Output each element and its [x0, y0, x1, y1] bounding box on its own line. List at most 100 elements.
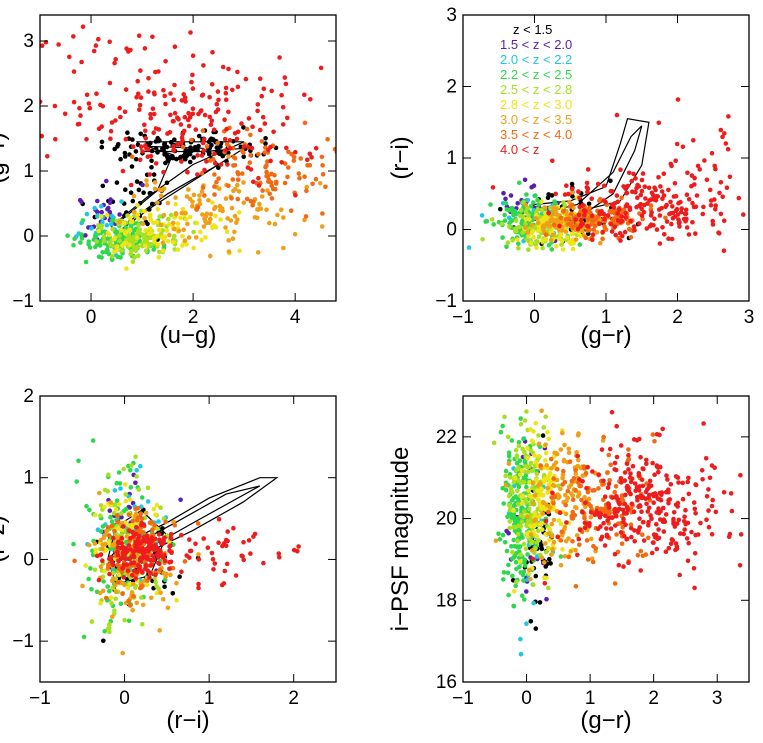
- scatter-point: [670, 215, 676, 221]
- scatter-point: [547, 471, 553, 476]
- scatter-point: [86, 576, 91, 582]
- scatter-point: [178, 122, 184, 127]
- scatter-point: [120, 168, 126, 174]
- scatter-point: [537, 224, 542, 230]
- scatter-point: [143, 128, 148, 134]
- scatter-point: [539, 555, 545, 561]
- scatter-point: [190, 53, 196, 58]
- scatter-point: [503, 201, 509, 206]
- scatter-point: [558, 521, 564, 527]
- scatter-point: [134, 600, 140, 606]
- scatter-point: [580, 228, 585, 234]
- scatter-point: [191, 229, 196, 235]
- scatter-point: [691, 500, 697, 505]
- scatter-point: [238, 144, 244, 150]
- scatter-point: [552, 450, 557, 456]
- scatter-point: [281, 245, 286, 251]
- scatter-point: [201, 536, 206, 541]
- scatter-point: [691, 138, 696, 143]
- scatter-point: [601, 520, 606, 526]
- scatter-point: [631, 171, 636, 177]
- y-tick-label: 16: [436, 672, 457, 693]
- scatter-point: [558, 538, 564, 543]
- scatter-point: [651, 500, 656, 506]
- scatter-point: [639, 509, 644, 514]
- y-tick-label: −1: [435, 291, 457, 312]
- scatter-point: [582, 495, 587, 500]
- scatter-point: [213, 224, 219, 230]
- scatter-point: [606, 501, 611, 506]
- scatter-point: [522, 418, 528, 423]
- scatter-point: [604, 526, 609, 531]
- scatter-point: [197, 198, 202, 203]
- scatter-point: [241, 125, 246, 130]
- scatter-point: [650, 460, 655, 466]
- scatter-point: [524, 237, 529, 242]
- scatter-point: [193, 235, 199, 240]
- scatter-point: [127, 603, 133, 608]
- y-tick-label: 1: [446, 148, 457, 169]
- scatter-point: [529, 468, 535, 474]
- scatter-point: [266, 173, 271, 178]
- scatter-point: [99, 144, 105, 150]
- scatter-point: [221, 581, 227, 586]
- scatter-point: [99, 255, 104, 260]
- scatter-point: [562, 554, 568, 559]
- scatter-point: [223, 97, 229, 102]
- scatter-point: [506, 450, 512, 456]
- scatter-point: [241, 144, 247, 149]
- scatter-point: [666, 487, 671, 493]
- scatter-point: [195, 172, 200, 177]
- scatter-point: [573, 487, 578, 493]
- scatter-point: [269, 88, 275, 94]
- scatter-point: [259, 139, 265, 144]
- scatter-point: [148, 570, 153, 576]
- scatter-point: [232, 213, 238, 219]
- scatter-point: [111, 542, 117, 547]
- scatter-point: [143, 248, 149, 253]
- scatter-point: [652, 472, 657, 478]
- scatter-point: [506, 453, 512, 459]
- scatter-point: [40, 43, 45, 48]
- scatter-point: [721, 490, 727, 495]
- scatter-points: [466, 97, 746, 253]
- scatter-point: [648, 513, 653, 518]
- scatter-point: [291, 158, 297, 163]
- scatter-point: [119, 227, 124, 233]
- scatter-point: [515, 538, 520, 544]
- scatter-point: [137, 107, 142, 112]
- scatter-point: [159, 541, 164, 546]
- scatter-point: [558, 554, 564, 559]
- scatter-point: [143, 228, 148, 233]
- scatter-point: [120, 550, 125, 556]
- scatter-point: [590, 232, 596, 237]
- scatter-point: [108, 500, 114, 505]
- scatter-point: [578, 233, 583, 239]
- scatter-point: [503, 468, 509, 474]
- scatter-point: [248, 167, 254, 172]
- scatter-point: [680, 144, 686, 150]
- scatter-point: [168, 212, 174, 218]
- scatter-point: [257, 127, 263, 133]
- scatter-point: [171, 148, 176, 153]
- scatter-point: [126, 598, 131, 604]
- scatter-point: [539, 408, 544, 414]
- scatter-point: [232, 156, 238, 161]
- scatter-point: [128, 497, 133, 502]
- scatter-point: [145, 154, 151, 159]
- scatter-point: [718, 211, 724, 217]
- scatter-point: [712, 197, 717, 202]
- scatter-point: [224, 561, 230, 567]
- scatter-point: [530, 500, 536, 506]
- scatter-point: [614, 454, 620, 460]
- scatter-point: [273, 186, 278, 192]
- scatter-point: [123, 87, 129, 92]
- scatter-point: [172, 226, 177, 232]
- scatter-point: [592, 512, 598, 517]
- scatter-point: [183, 216, 189, 222]
- scatter-point: [505, 434, 511, 440]
- scatter-point: [206, 151, 212, 157]
- scatter-point: [514, 460, 520, 466]
- scatter-point: [140, 221, 146, 226]
